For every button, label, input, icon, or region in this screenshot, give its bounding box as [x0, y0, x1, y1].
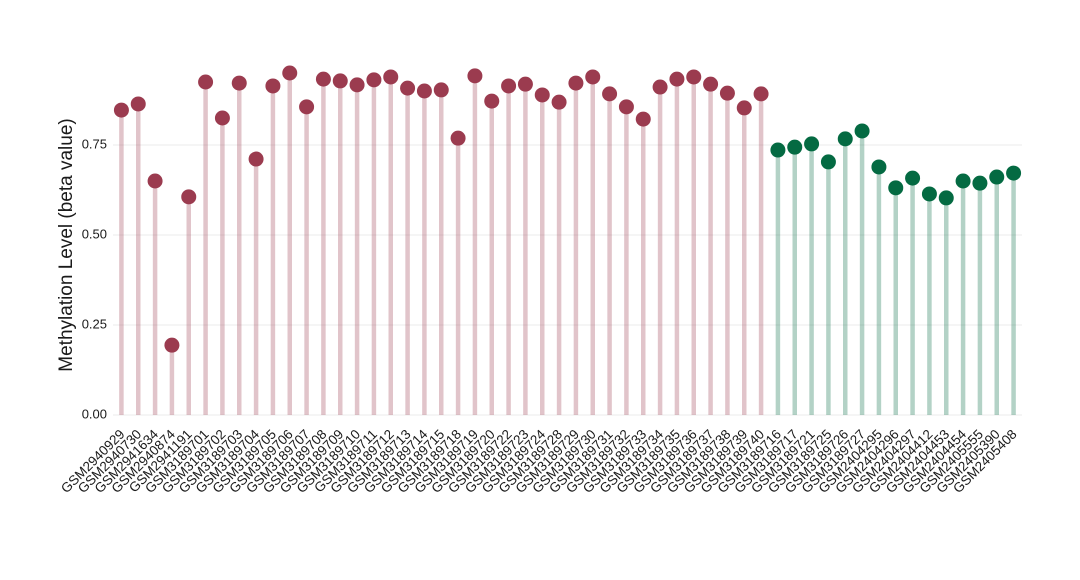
dot — [972, 175, 988, 191]
dot — [719, 85, 735, 101]
dot — [820, 154, 836, 170]
dot — [804, 136, 820, 152]
dot — [669, 71, 685, 87]
dot — [366, 72, 382, 88]
dot — [921, 186, 937, 202]
dot — [113, 102, 129, 118]
dot — [484, 93, 500, 109]
dot — [618, 99, 634, 115]
y-tick-label: 0.75 — [82, 136, 107, 151]
dot — [416, 83, 432, 99]
dot — [299, 99, 315, 115]
dot — [1006, 165, 1022, 181]
dot — [989, 169, 1005, 185]
dot — [517, 76, 533, 92]
y-tick-label: 0.00 — [82, 406, 107, 421]
dot — [147, 173, 163, 189]
dot — [905, 170, 921, 186]
dot — [686, 69, 702, 85]
dot — [400, 80, 416, 96]
dot — [787, 139, 803, 155]
dot — [753, 86, 769, 102]
dot — [938, 190, 954, 206]
dot — [130, 96, 146, 112]
dot — [450, 130, 466, 146]
dot — [164, 337, 180, 353]
dot — [282, 65, 298, 81]
dot — [585, 69, 601, 85]
dot — [736, 100, 752, 116]
dot — [315, 71, 331, 87]
y-tick-label: 0.50 — [82, 226, 107, 241]
dot — [871, 159, 887, 175]
dot — [383, 69, 399, 85]
dot — [854, 123, 870, 139]
dot — [231, 75, 247, 91]
dot — [955, 173, 971, 189]
y-axis-label: Methylation Level (beta value) — [56, 118, 77, 371]
dot — [501, 78, 517, 94]
dot — [837, 131, 853, 147]
y-tick-label: 0.25 — [82, 316, 107, 331]
dot — [770, 142, 786, 158]
dot — [214, 110, 230, 126]
dot — [551, 94, 567, 110]
dot — [433, 82, 449, 98]
dot — [248, 151, 264, 167]
dot — [349, 77, 365, 93]
dot — [198, 74, 214, 90]
dot — [568, 75, 584, 91]
dot — [534, 87, 550, 103]
dot — [332, 73, 348, 89]
dot — [265, 78, 281, 94]
dot — [888, 180, 904, 196]
dot — [635, 111, 651, 127]
dot — [703, 76, 719, 92]
dot — [602, 86, 618, 102]
dot — [181, 189, 197, 205]
dot — [652, 79, 668, 95]
dot — [467, 68, 483, 84]
